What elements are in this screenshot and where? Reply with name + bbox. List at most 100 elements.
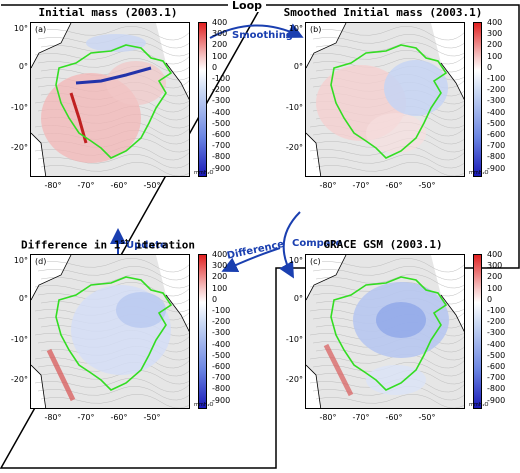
colorbar-tick-label: -700 <box>487 141 506 151</box>
y-tick-label: -10° <box>285 103 303 112</box>
y-tick-label: 10° <box>288 256 303 265</box>
colorbar-tick-label: 0 <box>487 62 493 72</box>
colorbar-tick-label: 300 <box>212 29 228 39</box>
colorbar-tick-label: 200 <box>487 272 503 282</box>
colorbar-tick-label: -900 <box>212 163 231 173</box>
colorbar-tick-label: -100 <box>212 74 231 83</box>
colorbar-tick-label: 0 <box>212 62 218 72</box>
y-tick-label: -20° <box>10 143 28 152</box>
colorbar-tick-label: -200 <box>487 317 506 327</box>
y-tick-label: -20° <box>285 143 303 152</box>
update-label: Update <box>126 240 167 251</box>
y-tick-label: 0° <box>293 62 303 71</box>
colorbar-tick-label: -700 <box>212 141 231 151</box>
colorbar-tick-label: -600 <box>487 130 506 139</box>
panel-letter: (c) <box>309 257 322 266</box>
colorbar-unit: mmH₂O <box>469 402 489 408</box>
y-tick-label: 0° <box>18 62 28 71</box>
colorbar <box>473 22 482 177</box>
colorbar-tick-label: -500 <box>212 118 231 128</box>
panel-letter: (d) <box>34 257 48 266</box>
map-area: (a) <box>30 22 190 177</box>
y-tick-label: 0° <box>293 294 303 303</box>
x-tick-label: -50° <box>418 413 436 422</box>
colorbar-tick-label: 0 <box>487 294 493 304</box>
map-area: (c) <box>305 254 465 409</box>
panel-title: Smoothed Initial mass (2003.1) <box>283 6 483 19</box>
colorbar-tick-label: 0 <box>212 294 218 304</box>
map-panel: GRACE GSM (2003.1) (c) 10° 0° -10° -20° -80° -7… <box>283 238 520 473</box>
y-tick-label: -20° <box>285 375 303 384</box>
panel-letter: (b) <box>309 25 323 34</box>
colorbar-tick-label: -300 <box>487 96 506 106</box>
map-area: (d) <box>30 254 190 409</box>
y-tick-label: 10° <box>288 24 303 33</box>
colorbar-tick-label: -900 <box>212 395 231 405</box>
colorbar-tick-label: -500 <box>487 350 506 360</box>
compare-label: Compare <box>292 238 343 249</box>
x-tick-label: -60° <box>110 181 128 190</box>
colorbar-tick-label: -300 <box>212 96 231 106</box>
colorbar-tick-label: -700 <box>487 373 506 383</box>
colorbar-tick-label: 400 <box>487 250 503 259</box>
colorbar-tick-label: 200 <box>212 40 228 50</box>
colorbar-tick-label: 200 <box>212 272 228 282</box>
panel-title: Initial mass (2003.1) <box>8 6 208 19</box>
colorbar-tick-label: 300 <box>487 261 503 271</box>
map-panel: Initial mass (2003.1) (a) 10° 0° -10° -20° -80… <box>8 6 248 241</box>
x-tick-label: -80° <box>44 181 62 190</box>
colorbar <box>198 254 207 409</box>
panel-title-tail: iteration <box>128 238 195 252</box>
y-tick-label: 0° <box>18 294 28 303</box>
colorbar-tick-label: 400 <box>212 18 228 27</box>
colorbar-tick-label: -900 <box>487 395 506 405</box>
colorbar-tick-label: -900 <box>487 163 506 173</box>
panel-title-text: GRACE GSM (2003.1) <box>323 238 443 251</box>
colorbar-tick-label: 100 <box>212 283 228 293</box>
map-canvas <box>306 255 464 408</box>
smoothing-label: Smoothing <box>232 30 293 41</box>
colorbar-tick-label: -200 <box>487 85 506 95</box>
panel-letter: (a) <box>34 25 48 34</box>
colorbar-tick-label: -100 <box>487 306 506 315</box>
loop-label: Loop <box>228 0 266 12</box>
colorbar-tick-label: -400 <box>487 339 506 349</box>
map-canvas <box>31 255 189 408</box>
colorbar-tick-label: 300 <box>212 261 228 271</box>
map-canvas <box>306 23 464 176</box>
map-area: (b) <box>305 22 465 177</box>
compare-arrow <box>279 211 301 279</box>
x-tick-label: -70° <box>77 181 95 190</box>
colorbar-tick-label: 200 <box>487 40 503 50</box>
panel-title: Difference in 1st iteration <box>8 238 208 252</box>
difference-arrow <box>221 247 281 273</box>
y-tick-label: -10° <box>10 103 28 112</box>
x-tick-label: -80° <box>319 181 337 190</box>
colorbar-tick-label: -600 <box>487 362 506 371</box>
x-tick-label: -70° <box>352 413 370 422</box>
map-panel: Difference in 1st iteration (d) 10° 0° -10° -… <box>8 238 248 473</box>
colorbar-tick-label: -300 <box>212 328 231 338</box>
panel-title-text: Smoothed Initial mass (2003.1) <box>283 6 483 19</box>
colorbar-tick-label: -200 <box>212 85 231 95</box>
panel-title-text: Difference in 1 <box>20 238 121 252</box>
panel-title: GRACE GSM (2003.1) <box>283 238 483 251</box>
colorbar-tick-label: -400 <box>487 107 506 117</box>
colorbar <box>473 254 482 409</box>
colorbar-tick-label: -700 <box>212 373 231 383</box>
map-panel: Smoothed Initial mass (2003.1) (b) 10° 0° -1… <box>283 6 520 241</box>
x-tick-label: -80° <box>44 413 62 422</box>
x-tick-label: -70° <box>352 181 370 190</box>
panel-title-superscript: st <box>120 238 129 246</box>
x-tick-label: -60° <box>110 413 128 422</box>
x-tick-label: -50° <box>143 413 161 422</box>
colorbar-tick-label: -500 <box>487 118 506 128</box>
colorbar-unit: mmH₂O <box>469 170 489 176</box>
x-tick-label: -60° <box>385 181 403 190</box>
y-tick-label: -10° <box>10 335 28 344</box>
colorbar-unit: mmH₂O <box>194 170 214 176</box>
colorbar-tick-label: 300 <box>487 29 503 39</box>
colorbar-tick-label: 400 <box>212 250 228 259</box>
